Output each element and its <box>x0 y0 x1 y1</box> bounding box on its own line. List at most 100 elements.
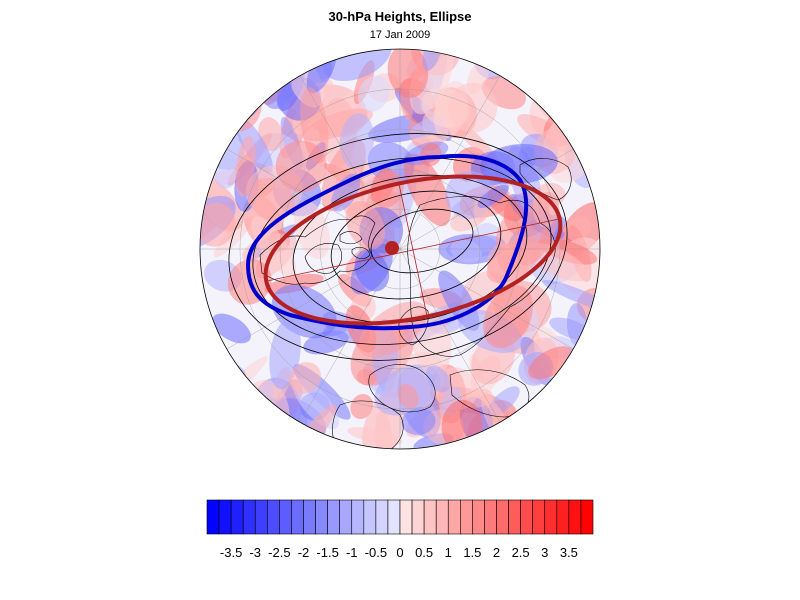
colorbar-tick-label: 2 <box>493 545 500 560</box>
coastline-north-america <box>259 215 376 285</box>
anomaly-patch <box>538 407 585 449</box>
longitude-line <box>399 248 501 423</box>
anomaly-patch <box>200 392 252 449</box>
longitude-line <box>399 75 501 250</box>
anomaly-patch <box>537 392 589 449</box>
ellipse-minor-axis <box>398 183 428 317</box>
colorbar-box <box>508 499 521 535</box>
colorbar-tick-label: 2.5 <box>512 545 530 560</box>
anomaly-patch <box>422 49 442 71</box>
anomaly-patch <box>211 313 251 344</box>
page-title: 30-hPa Heights, Ellipse <box>328 9 472 24</box>
colorbar-box <box>411 499 425 535</box>
anomaly-patch <box>214 394 258 449</box>
colorbar-box <box>532 499 546 535</box>
height-contour-1 <box>228 133 568 361</box>
anomaly-patch <box>547 49 600 61</box>
colorbar-tick-label: -2 <box>298 545 310 560</box>
height-contour-5 <box>370 208 474 274</box>
colorbar: -3.5 -3 -2.5 -2 -1.5 -1 -0.5 0 0.5 1 1.5 2 2.5 3 3.5 <box>206 499 594 560</box>
coastline-pacific-rim <box>519 158 572 201</box>
anomaly-patch <box>528 346 575 380</box>
colorbar-box <box>387 499 401 535</box>
anomaly-patch <box>425 365 451 393</box>
colorbar-tick-label: -1.5 <box>316 545 338 560</box>
colorbar-box <box>254 499 268 535</box>
colorbar-box <box>303 499 316 535</box>
anomaly-patch <box>347 427 403 445</box>
colorbar-box <box>242 499 256 535</box>
anomaly-patch <box>322 49 392 82</box>
anomaly-patch <box>371 170 404 208</box>
colorbar-box <box>399 499 413 535</box>
polar-map <box>199 48 601 450</box>
anomaly-patch <box>200 380 242 439</box>
anomaly-patch <box>387 49 429 98</box>
anomaly-patch <box>515 50 560 85</box>
colorbar-box <box>556 499 570 535</box>
colorbar-box <box>230 499 244 535</box>
anomaly-patch <box>574 98 600 119</box>
colorbar-box <box>351 499 365 535</box>
colorbar-tick-label: 3.5 <box>560 545 578 560</box>
anomaly-patch <box>357 75 390 112</box>
colorbar-box <box>460 499 473 535</box>
page-subtitle: 17 Jan 2009 <box>369 29 431 41</box>
anomaly-patch <box>419 143 442 167</box>
anomaly-patch <box>200 202 236 247</box>
colorbar-box <box>472 499 485 535</box>
anomaly-patch <box>275 140 327 193</box>
longitude-line <box>299 75 401 250</box>
colorbar-box <box>568 499 582 535</box>
colorbar-box <box>267 499 280 535</box>
anomaly-patch <box>576 373 600 394</box>
height-contour-3 <box>292 174 528 324</box>
anomaly-patch <box>288 362 321 394</box>
longitude-line <box>226 248 401 350</box>
colorbar-box <box>544 499 558 535</box>
anomaly-patch <box>480 144 558 185</box>
ellipse-center-marker <box>385 241 399 255</box>
colorbar-labels: -3.5 -3 -2.5 -2 -1.5 -1 -0.5 0 0.5 1 1.5 2 2.5 3 3.5 <box>220 545 578 560</box>
colorbar-tick-label: -0.5 <box>365 545 387 560</box>
colorbar-tick-label: -2.5 <box>268 545 290 560</box>
colorbar-tick-label: 1.5 <box>463 545 481 560</box>
height-contours <box>228 133 568 361</box>
anomaly-patch <box>350 394 374 419</box>
coastline-eurasia <box>407 196 556 357</box>
colorbar-box <box>291 499 304 535</box>
colorbar-box <box>496 499 509 535</box>
colorbar-box <box>375 499 389 535</box>
anomaly-patch <box>235 135 256 197</box>
anomaly-patch <box>226 412 262 449</box>
coastline-scandinavia <box>398 306 429 346</box>
coastline-greenland <box>304 243 343 274</box>
anomaly-patch <box>531 395 586 446</box>
anomaly-patch <box>545 418 584 449</box>
colorbar-box <box>435 499 449 535</box>
anomaly-patch <box>566 216 592 241</box>
fitted-ellipse <box>263 174 563 326</box>
anomaly-patch <box>354 249 390 292</box>
anomaly-patch <box>477 184 509 209</box>
coastlines <box>259 158 572 449</box>
colorbar-box <box>423 499 437 535</box>
anomaly-patch <box>200 407 230 449</box>
anomaly-patch <box>448 82 498 133</box>
colorbar-box <box>484 499 497 535</box>
coastline-africa <box>332 400 404 449</box>
anomaly-patch <box>397 383 419 409</box>
colorbar-box <box>580 499 594 535</box>
colorbar-tick-label: -3.5 <box>220 545 242 560</box>
coastline-canadian-archipelago <box>339 231 371 259</box>
colorbar-box <box>315 499 328 535</box>
colorbar-tick-label: -1 <box>346 545 358 560</box>
colorbar-tick-label: 1 <box>445 545 452 560</box>
anomaly-patch <box>401 408 436 435</box>
ellipse-outline <box>263 174 563 326</box>
anomaly-patch <box>204 382 237 449</box>
height-contour-2 <box>252 157 552 345</box>
colorbar-tick-label: -3 <box>249 545 261 560</box>
colorbar-box <box>279 499 292 535</box>
colorbar-box <box>206 499 220 535</box>
